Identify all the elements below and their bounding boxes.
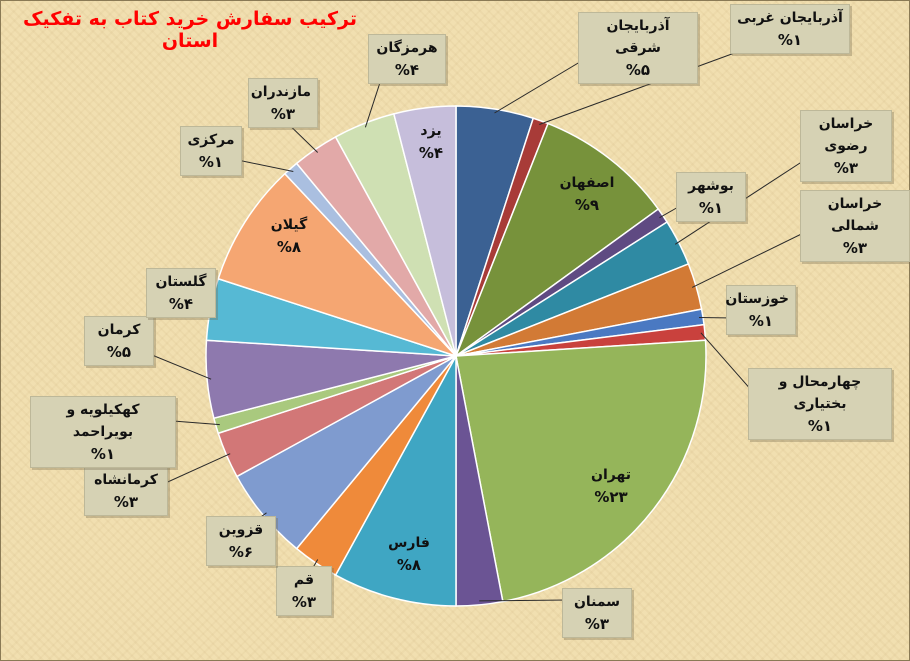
slice-label-name: خراسان شمالی (827, 196, 883, 234)
slice-label-value: %۴ (168, 295, 194, 313)
leader-line (674, 149, 821, 245)
slice-label-name: خراسان رضوی (818, 116, 874, 154)
slice-label-value: %۱ (198, 153, 224, 171)
pie-slice (454, 122, 660, 359)
slice-label-value: %۵ (106, 343, 132, 361)
slice-label-name: سمنان (573, 594, 621, 610)
slice-label: قزوین %۶ (206, 516, 276, 566)
slice-label-name: تهران (591, 467, 631, 483)
leader-line (479, 599, 569, 602)
slice-label-name: اصفهان (559, 175, 615, 191)
slice-label-name: آذربایجان غربی (737, 10, 843, 26)
slice-label-name: مازندران (250, 84, 311, 100)
slice-label-name: کهکیلویه و بویراحمد (66, 402, 140, 440)
slice-label-name: قم (293, 572, 315, 588)
slice-label-value: %۸ (276, 238, 302, 256)
slice-label: خراسان شمالی %۳ (800, 190, 910, 262)
slice-label-name: گیلان (270, 217, 308, 233)
slice-label-value: %۸ (396, 556, 422, 574)
slice-label: آذربایجان شرقی %۵ (578, 12, 698, 84)
slice-label-name: هرمزگان (376, 40, 438, 56)
slice-label-value: %۱ (748, 312, 774, 330)
slice-label-name: آذربایجان شرقی (606, 18, 670, 56)
slice-label-name: بوشهر (688, 178, 734, 194)
slice-label-name: گلستان (155, 274, 207, 290)
slice-label: مازندران %۳ (248, 78, 318, 128)
slice-label: اصفهان %۹ (548, 170, 626, 218)
slice-label: آذربایجان غربی %۱ (730, 4, 850, 54)
slice-label-value: %۵ (625, 61, 651, 79)
slice-label-name: خوزستان (725, 291, 789, 307)
slice-label: سمنان %۳ (562, 588, 632, 638)
slice-label: تهران %۲۳ (576, 462, 646, 510)
pie-slice (334, 355, 457, 607)
slice-label: قم %۳ (276, 566, 332, 616)
slice-label-name: کرمان (97, 322, 141, 338)
pie-slice (455, 339, 707, 603)
slice-label: یزد %۴ (410, 118, 452, 166)
slice-label: گلستان %۴ (146, 268, 216, 318)
slice-label: فارس %۸ (374, 530, 444, 578)
slice-label-name: کرمانشاه (94, 472, 158, 488)
slice-label-value: %۲۳ (594, 488, 628, 506)
slice-label-name: مرکزی (187, 132, 235, 148)
slice-label: کهکیلویه و بویراحمد %۱ (30, 396, 176, 468)
slice-label-value: %۳ (842, 239, 868, 257)
slice-label-value: %۱ (90, 445, 116, 463)
slice-label-value: %۴ (418, 144, 444, 162)
slice-label-value: %۹ (574, 196, 600, 214)
slice-label: کرمان %۵ (84, 316, 154, 366)
slice-label: خراسان رضوی %۳ (800, 110, 892, 182)
slice-label: گیلان %۸ (254, 212, 324, 260)
slice-label-name: فارس (388, 535, 430, 551)
slice-label-name: یزد (420, 123, 442, 139)
chart-title: ترکیب سفارش خرید کتاب به تفکیک استان (23, 8, 357, 52)
slice-label-value: %۳ (270, 105, 296, 123)
slice-label: چهارمحال و بختیاری %۱ (748, 368, 892, 440)
slice-label: مرکزی %۱ (180, 126, 242, 176)
slice-label: هرمزگان %۴ (368, 34, 446, 84)
slice-label-value: %۶ (228, 543, 254, 561)
slice-label: خوزستان %۱ (725, 285, 796, 335)
slice-label-value: %۱ (777, 31, 803, 49)
slice-label-name: چهارمحال و بختیاری (778, 374, 862, 412)
slice-label-value: %۱ (698, 199, 724, 217)
pie-slice (392, 105, 457, 357)
pie-slice (217, 172, 457, 357)
slice-label-value: %۳ (291, 593, 317, 611)
slice-label-value: %۳ (113, 493, 139, 511)
slice-label: بوشهر %۱ (676, 172, 746, 222)
slice-label-name: قزوین (218, 522, 264, 538)
slice-label-value: %۴ (394, 61, 420, 79)
slice-label-value: %۱ (807, 417, 833, 435)
slice-label-value: %۳ (584, 615, 610, 633)
slice-label: کرمانشاه %۳ (84, 466, 168, 516)
slice-label-value: %۳ (833, 159, 859, 177)
